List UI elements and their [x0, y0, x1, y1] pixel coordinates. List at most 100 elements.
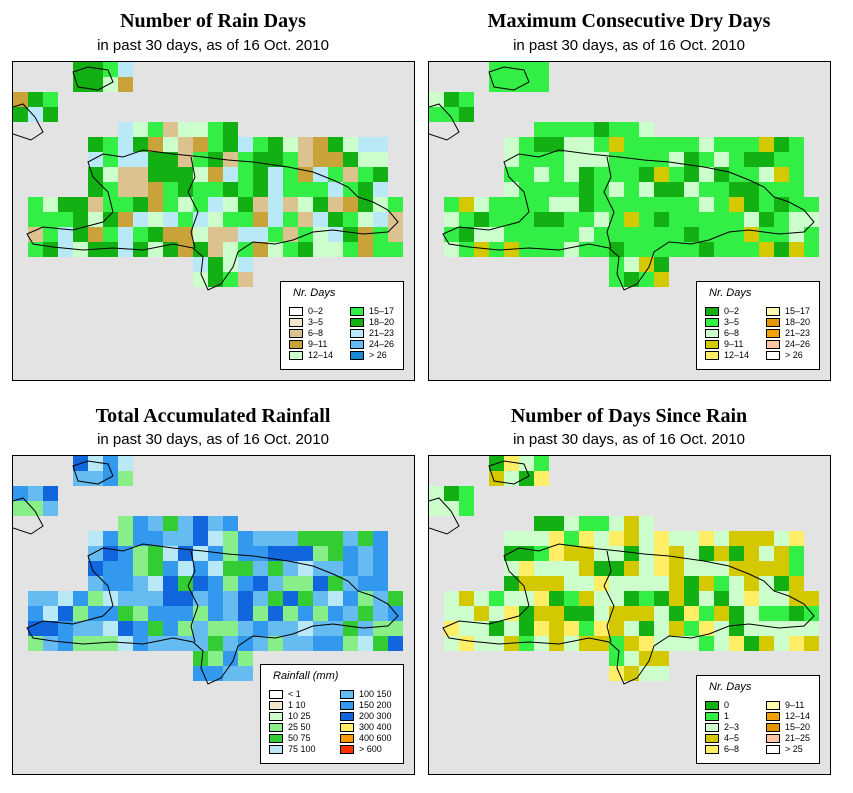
legend-label: < 1 [288, 689, 301, 699]
grid-cell [714, 137, 729, 152]
grid-cell [358, 227, 373, 242]
grid-cell [594, 212, 609, 227]
country-border [187, 550, 199, 643]
grid-cell [594, 576, 609, 591]
legend-item: 0 [705, 700, 729, 710]
grid-cell [609, 242, 624, 257]
grid-cell [774, 546, 789, 561]
legend-title: Rainfall (mm) [273, 670, 339, 682]
grid-cell [388, 636, 403, 651]
grid-cell [373, 167, 388, 182]
grid-cell [684, 591, 699, 606]
grid-cell [163, 227, 178, 242]
grid-cell [328, 546, 343, 561]
grid-cell [238, 576, 253, 591]
grid-cell [133, 167, 148, 182]
legend-swatch [289, 350, 303, 360]
grid-cell [639, 636, 654, 651]
grid-cell [118, 212, 133, 227]
grid-cell [729, 546, 744, 561]
grid-cell [103, 456, 118, 471]
grid-cell [624, 591, 639, 606]
grid-cell [669, 152, 684, 167]
grid-cell [148, 197, 163, 212]
grid-cell [714, 636, 729, 651]
grid-cell [774, 636, 789, 651]
grid-cell [178, 212, 193, 227]
grid-cell [519, 471, 534, 486]
grid-cell [223, 621, 238, 636]
grid-cell [118, 531, 133, 546]
grid-cell [208, 636, 223, 651]
legend-label: 25 50 [288, 722, 311, 732]
island-outline [488, 66, 530, 91]
grid-cell [208, 242, 223, 257]
grid-cell [58, 212, 73, 227]
grid-cell [699, 227, 714, 242]
grid-cell [699, 197, 714, 212]
grid-cell [729, 227, 744, 242]
grid-cell [504, 197, 519, 212]
grid-cell [519, 62, 534, 77]
grid-cell [699, 531, 714, 546]
grid-cell [639, 257, 654, 272]
grid-cell [504, 167, 519, 182]
grid-cell [178, 561, 193, 576]
grid-cell [549, 167, 564, 182]
grid-cell [624, 606, 639, 621]
grid-cell [489, 591, 504, 606]
grid-cell [549, 606, 564, 621]
legend-label: 12–14 [785, 711, 811, 721]
grid-cell [594, 561, 609, 576]
panel-title: Total Accumulated Rainfall [95, 405, 331, 427]
grid-cell [238, 636, 253, 651]
grid-cell [504, 591, 519, 606]
grid-cell [388, 227, 403, 242]
grid-cell [654, 257, 669, 272]
grid-cell [639, 666, 654, 681]
grid-cell [343, 531, 358, 546]
legend-swatch [705, 328, 719, 338]
legend-item: 300 400 [340, 722, 392, 732]
grid-cell [744, 227, 759, 242]
legend-label: 18–20 [369, 317, 395, 327]
grid-cell [549, 182, 564, 197]
grid-cell [684, 197, 699, 212]
grid-cell [103, 212, 118, 227]
grid-cell [163, 531, 178, 546]
grid-cell [744, 242, 759, 257]
grid-cell [504, 456, 519, 471]
grid-cell [564, 182, 579, 197]
grid-cell [609, 591, 624, 606]
grid-cell [88, 471, 103, 486]
grid-cell [313, 621, 328, 636]
grid-cell [283, 636, 298, 651]
grid-cell [669, 212, 684, 227]
grid-cell [373, 606, 388, 621]
grid-cell [133, 227, 148, 242]
grid-cell [594, 242, 609, 257]
grid-cell [639, 122, 654, 137]
grid-cell [684, 242, 699, 257]
grid-cell [519, 137, 534, 152]
grid-cell [133, 197, 148, 212]
grid-cell [609, 621, 624, 636]
grid-cell [774, 152, 789, 167]
grid-cell [373, 576, 388, 591]
grid-cell [133, 591, 148, 606]
legend-label: 15–20 [785, 722, 811, 732]
legend-swatch [289, 328, 303, 338]
grid-cell [654, 137, 669, 152]
grid-cell [684, 561, 699, 576]
grid-cell [459, 621, 474, 636]
grid-cell [624, 651, 639, 666]
grid-cell [373, 561, 388, 576]
grid-cell [489, 621, 504, 636]
legend-item: 3–5 [289, 317, 323, 327]
grid-cell [594, 591, 609, 606]
grid-cell [654, 531, 669, 546]
grid-cell [148, 516, 163, 531]
grid-cell [178, 122, 193, 137]
grid-cell [343, 212, 358, 227]
grid-cell [624, 227, 639, 242]
